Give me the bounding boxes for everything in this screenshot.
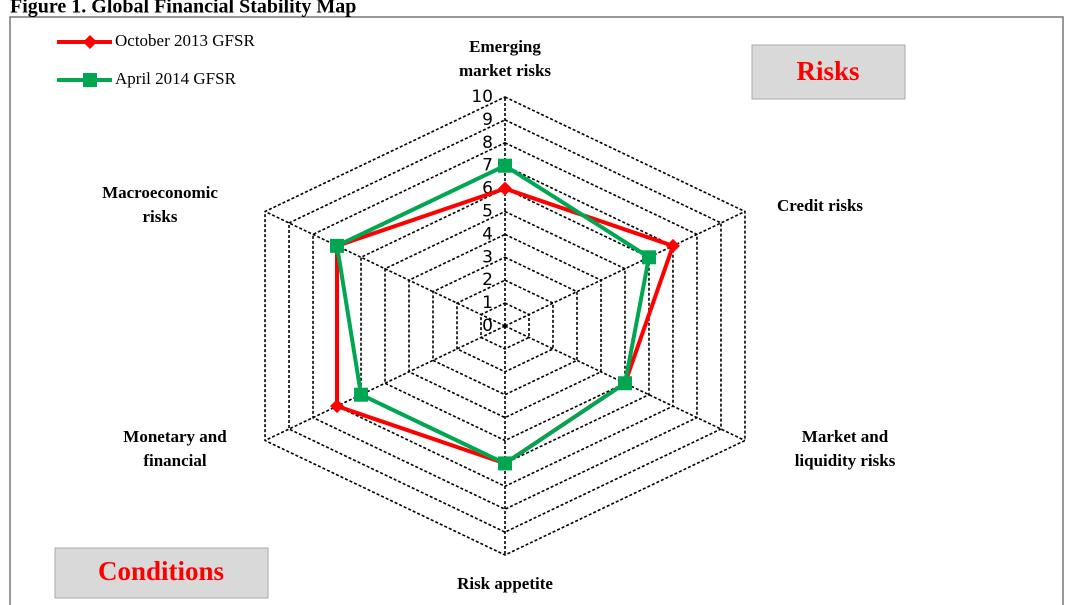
marker [665, 238, 680, 253]
grid-ring [288, 119, 722, 533]
r-tick-label: 7 [482, 156, 493, 176]
spoke [504, 210, 746, 327]
category-label: Monetary and [123, 427, 227, 446]
category-label: Macroeconomic [102, 183, 218, 202]
marker [498, 181, 512, 196]
marker [330, 399, 345, 414]
category-label: risks [143, 207, 178, 226]
spoke [264, 210, 506, 327]
series-line [335, 163, 651, 466]
legend-label: April 2014 GFSR [115, 69, 237, 88]
r-tick-label: 1 [482, 293, 493, 313]
center [503, 324, 507, 328]
marker [354, 387, 369, 402]
marker [498, 158, 512, 173]
frame [9, 16, 1064, 605]
category-label: Risk appetite [457, 574, 553, 593]
category-label: Credit risks [777, 196, 863, 215]
marker [83, 73, 97, 87]
marker [641, 250, 656, 265]
r-tick-label: 10 [471, 87, 493, 107]
conditions-box [54, 547, 269, 599]
chart-title: Figure 1. Global Financial Stability Map [10, 0, 356, 18]
annotation: Risks [796, 56, 859, 86]
r-tick-label: 3 [482, 247, 493, 267]
marker [498, 456, 512, 471]
marker [83, 35, 97, 49]
grid-ring [432, 256, 578, 396]
category-label: financial [143, 451, 207, 470]
category-label: liquidity risks [795, 451, 896, 470]
r-tick-label: 9 [482, 110, 493, 130]
r-tick-label: 6 [482, 179, 493, 199]
legend-label: October 2013 GFSR [115, 31, 255, 50]
r-tick-label: 5 [482, 202, 493, 222]
category-label: market risks [459, 61, 551, 80]
r-tick-label: 8 [482, 133, 493, 153]
annotation: Conditions [98, 556, 224, 586]
risks-box [751, 44, 906, 100]
category-label: Emerging [469, 37, 541, 56]
category-label: Market and [802, 427, 889, 446]
marker [617, 376, 632, 391]
spoke [264, 325, 506, 442]
r-tick-label: 0 [482, 316, 493, 336]
r-tick-label: 2 [482, 270, 493, 290]
marker [330, 238, 345, 253]
r-tick-label: 4 [482, 224, 493, 244]
